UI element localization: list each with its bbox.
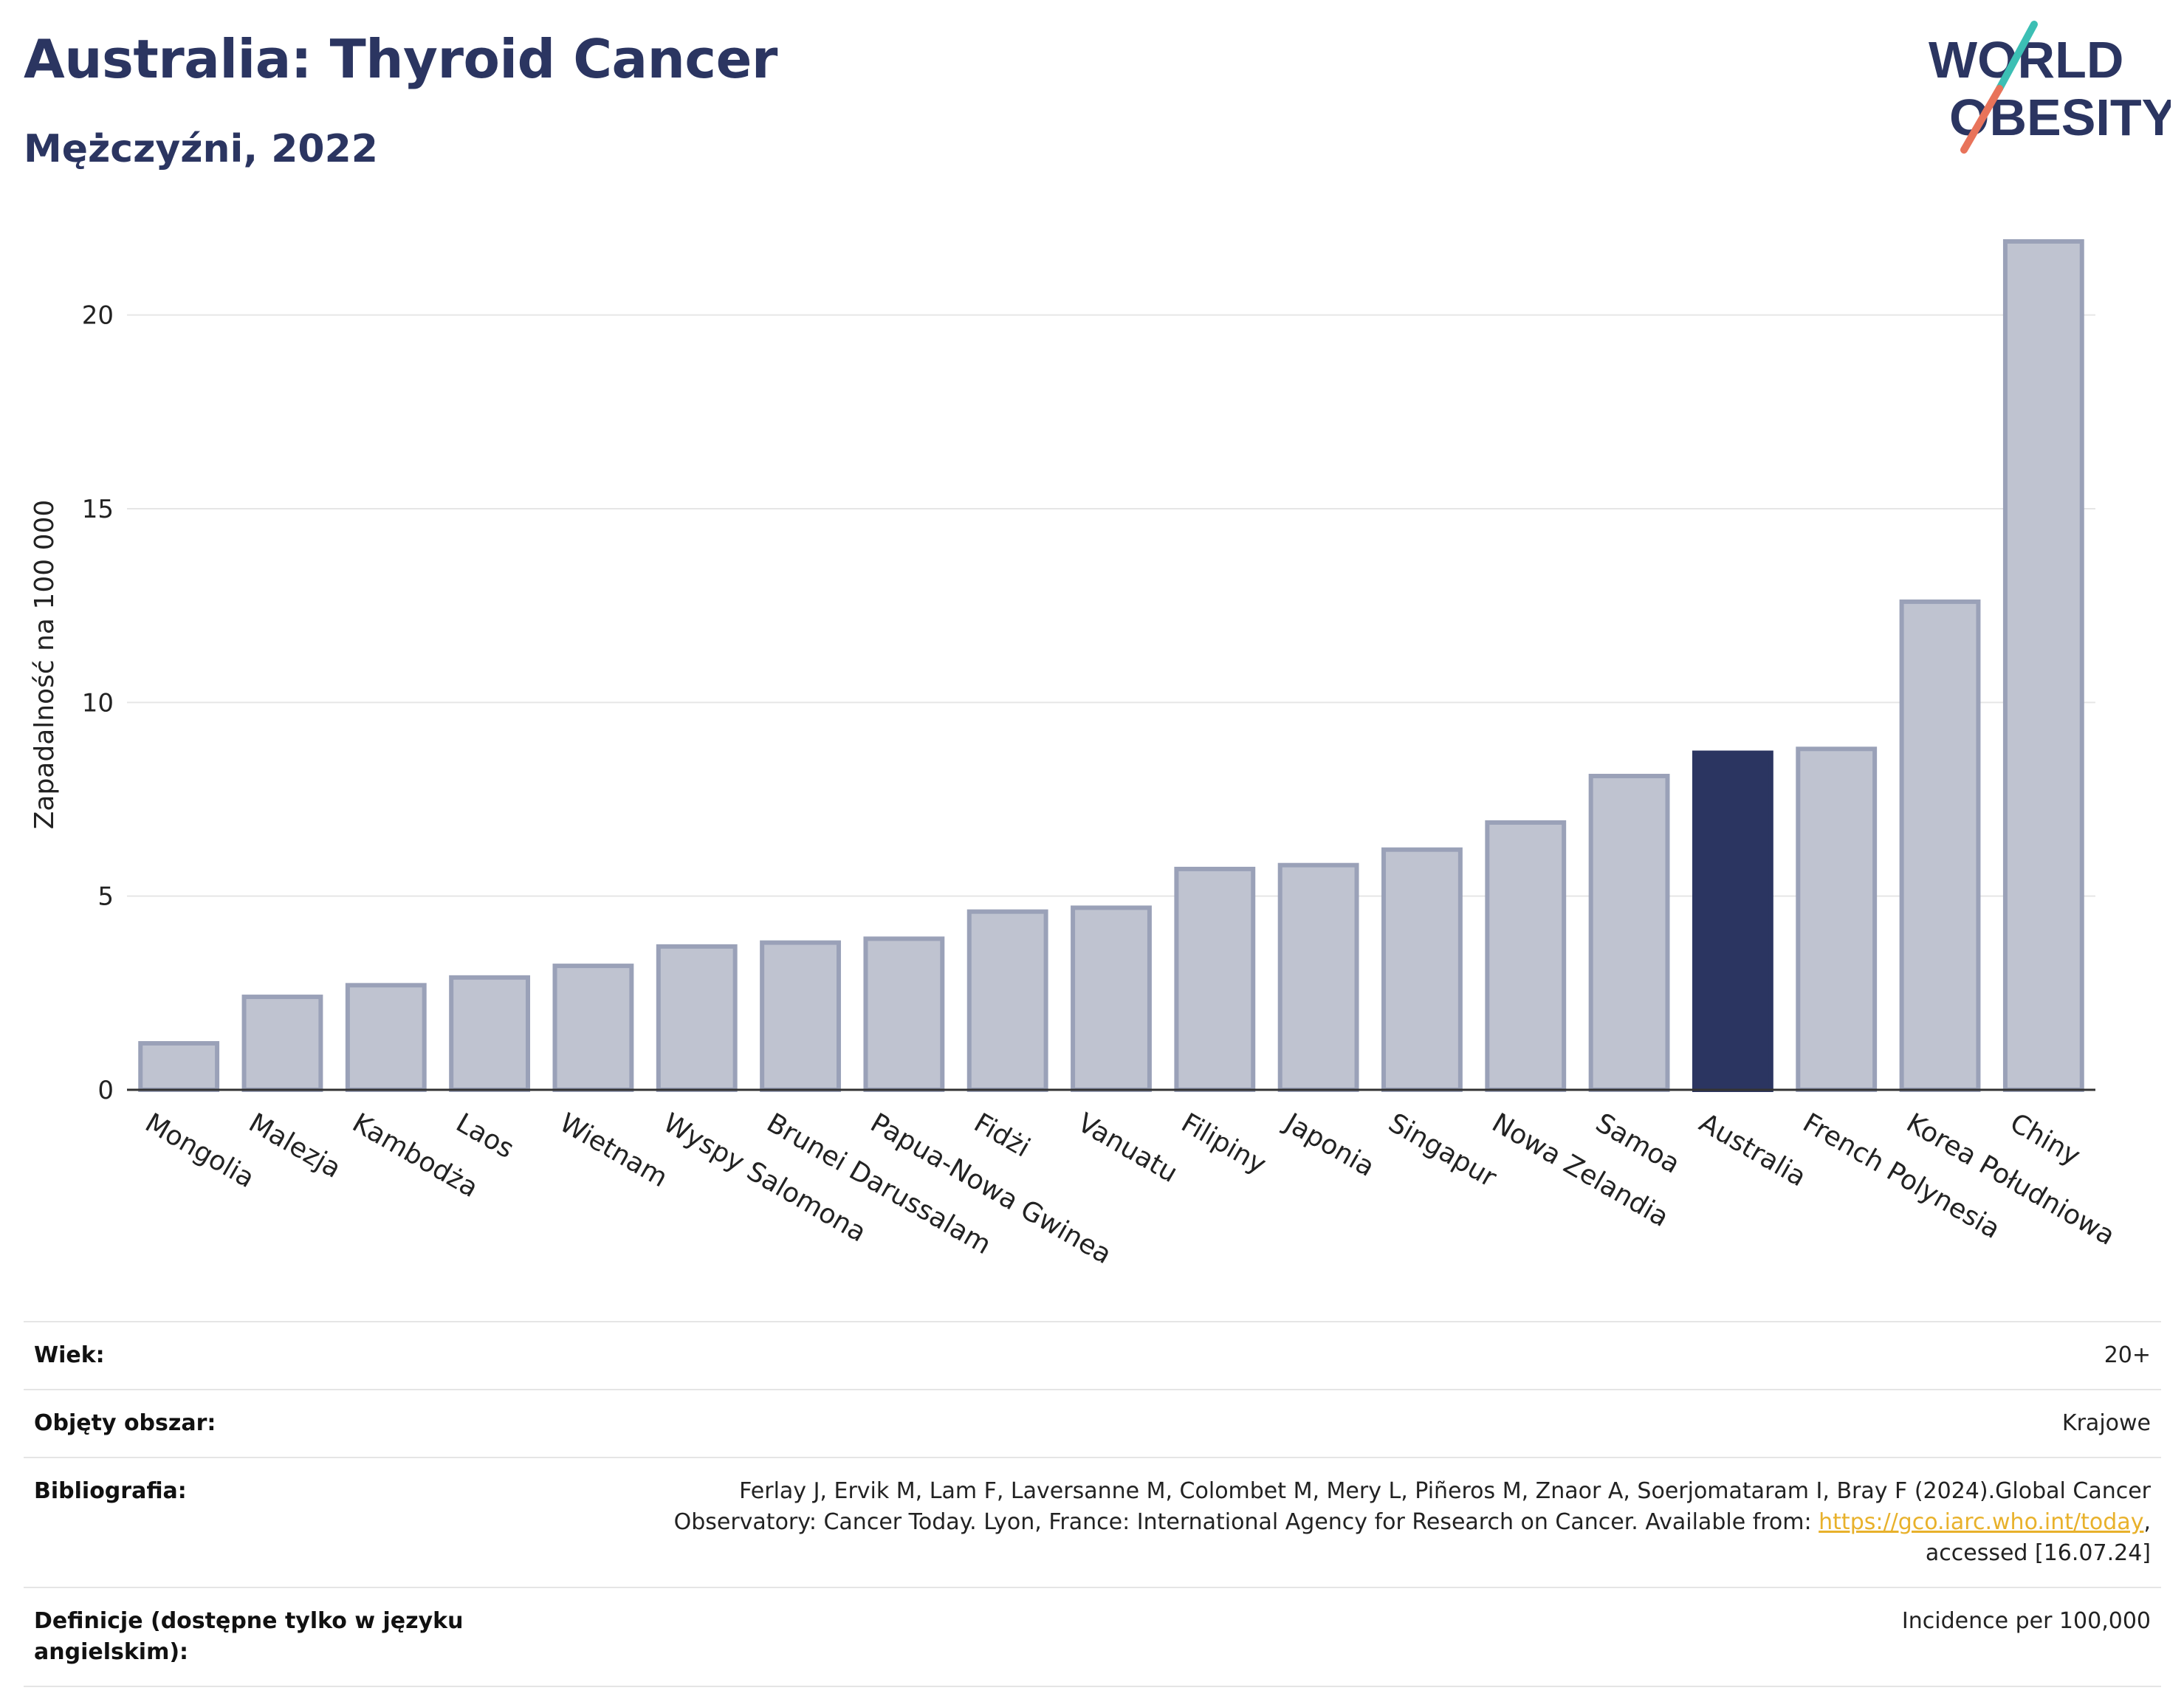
- bibliography-line1: Ferlay J, Ervik M, Lam F, Laversanne M, …: [739, 1478, 2151, 1504]
- meta-row-area: Objęty obszar: Krajowe: [24, 1389, 2161, 1458]
- meta-value: Incidence per 100,000: [502, 1587, 2161, 1687]
- x-tick-label: Laos: [451, 1108, 519, 1164]
- bar-laos: [449, 975, 531, 1093]
- x-tick-label: Vanuatu: [1073, 1108, 1183, 1189]
- bar-wietnam: [552, 964, 634, 1092]
- bar-australia: [1692, 750, 1773, 1092]
- meta-value: 20+: [502, 1321, 2161, 1390]
- bar-singapur: [1381, 847, 1463, 1092]
- bar-korea-południowa: [1899, 599, 1981, 1092]
- x-tick-label: Japonia: [1278, 1107, 1379, 1183]
- bibliography-comma: ,: [2143, 1509, 2151, 1535]
- bibliography-line2: Observatory: Cancer Today. Lyon, France:…: [673, 1509, 1819, 1535]
- bar-wyspy-salomona: [656, 944, 738, 1092]
- meta-label: Bibliografia:: [24, 1457, 502, 1587]
- meta-value: Krajowe: [502, 1389, 2161, 1458]
- bar-japonia: [1277, 862, 1359, 1093]
- logo-slash-coral: [1960, 85, 2003, 154]
- metadata-table: Wiek: 20+ Objęty obszar: Krajowe Bibliog…: [24, 1321, 2161, 1687]
- meta-row-bibliography: Bibliografia: Ferlay J, Ervik M, Lam F, …: [24, 1457, 2161, 1587]
- x-tick-label: Filipiny: [1176, 1108, 1271, 1180]
- meta-label: Objęty obszar:: [24, 1389, 502, 1458]
- y-tick-label: 5: [97, 882, 114, 912]
- bar-samoa: [1588, 774, 1670, 1092]
- bar-brunei-darussalam: [760, 940, 841, 1093]
- bibliography-line3: accessed [16.07.24]: [1925, 1540, 2151, 1566]
- meta-row-definitions: Definicje (dostępne tylko w języku angie…: [24, 1587, 2161, 1687]
- x-tick-label: French Polynesia: [1798, 1108, 2005, 1245]
- bars: [138, 238, 2084, 1093]
- bar-nowa-zelandia: [1485, 820, 1567, 1093]
- x-tick-label: Mongolia: [140, 1108, 260, 1194]
- chart-title: Australia: Thyroid Cancer: [24, 28, 777, 90]
- bar-papua-nowa-gwinea: [863, 936, 945, 1093]
- bar-filipiny: [1174, 866, 1256, 1093]
- y-axis-label: Zapadalność na 100 000: [30, 500, 60, 830]
- y-tick-label: 10: [82, 688, 114, 718]
- x-tick-label: Malezja: [244, 1108, 346, 1184]
- y-tick-label: 20: [82, 301, 114, 331]
- bar-chiny: [2002, 238, 2084, 1093]
- x-tick-label: Singapur: [1383, 1108, 1501, 1193]
- x-tick-label: Wietnam: [554, 1108, 673, 1193]
- y-tick-label: 0: [97, 1076, 114, 1105]
- bar-mongolia: [138, 1041, 220, 1093]
- meta-label: Wiek:: [24, 1321, 502, 1390]
- y-tick-label: 15: [82, 495, 114, 524]
- meta-value-bibliography: Ferlay J, Ervik M, Lam F, Laversanne M, …: [502, 1457, 2161, 1587]
- meta-row-age: Wiek: 20+: [24, 1321, 2161, 1390]
- bar-kambodża: [345, 983, 427, 1093]
- x-tick-label: Nowa Zelandia: [1487, 1108, 1674, 1233]
- bar-french-polynesia: [1796, 746, 1878, 1093]
- x-tick-label: Chiny: [2005, 1108, 2085, 1172]
- x-tick-label: Fidżi: [969, 1108, 1035, 1163]
- x-tick-label: Australia: [1694, 1108, 1810, 1192]
- logo-slash-teal: [1996, 21, 2038, 92]
- chart-subtitle: Mężczyźni, 2022: [24, 127, 378, 171]
- world-obesity-logo: WORLD OBESITY: [1929, 21, 2171, 154]
- bar-fidżi: [966, 909, 1048, 1092]
- meta-label: Definicje (dostępne tylko w języku angie…: [24, 1587, 502, 1687]
- bar-malezja: [241, 995, 323, 1093]
- source-link[interactable]: https://gco.iarc.who.int/today: [1819, 1509, 2144, 1535]
- bar-vanuatu: [1071, 905, 1152, 1092]
